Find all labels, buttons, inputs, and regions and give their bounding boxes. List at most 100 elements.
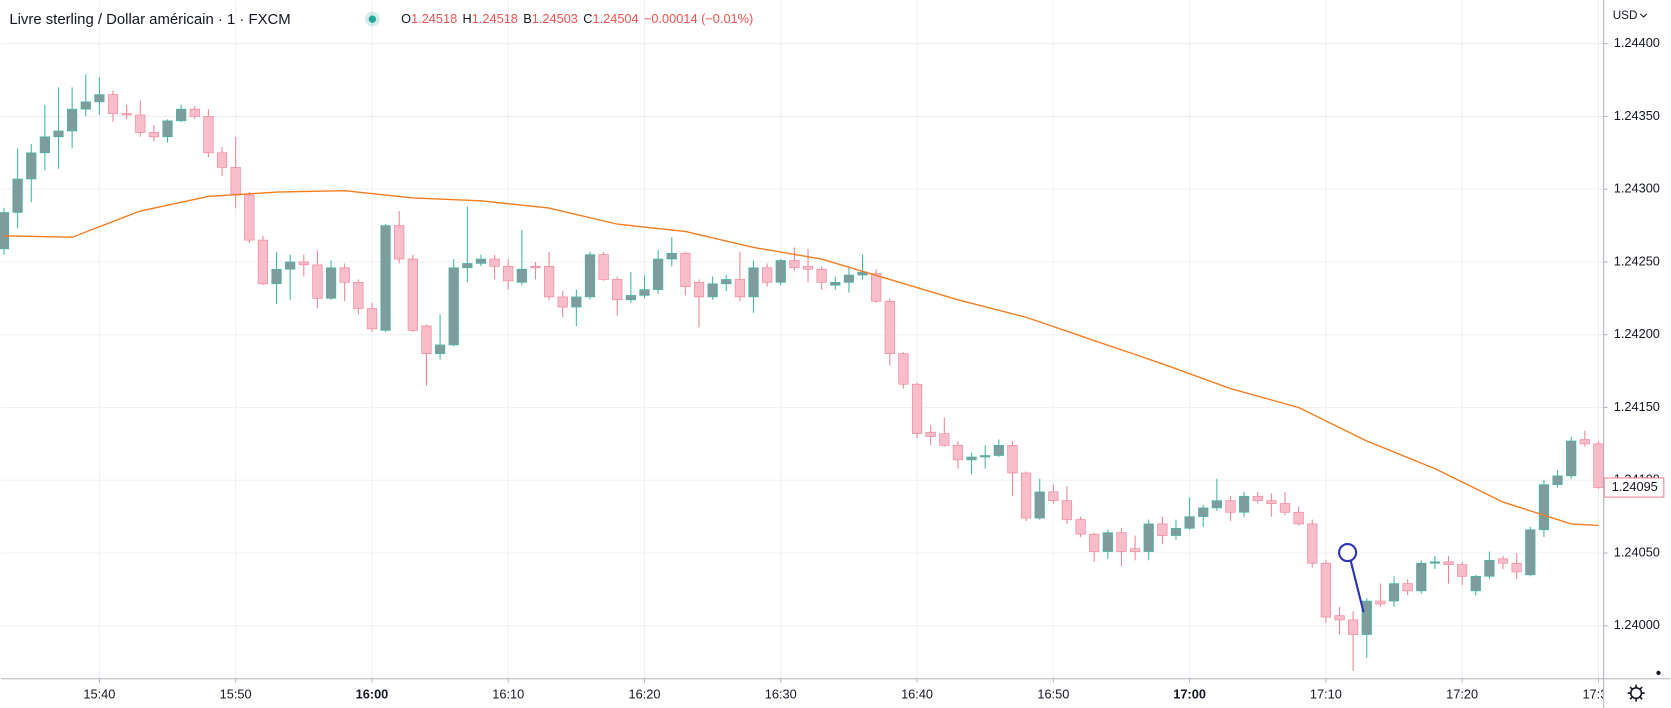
candle-body [121, 113, 132, 116]
candle-body [1538, 484, 1550, 531]
candle-body [203, 116, 214, 154]
candle-body [1184, 516, 1195, 529]
candle-body [148, 132, 160, 138]
candle-body [230, 167, 241, 196]
candle-body [271, 268, 282, 285]
y-tick-label: 1.24050 [1614, 544, 1660, 559]
drawing-line[interactable] [1349, 560, 1365, 613]
x-tick-label: 16:50 [1037, 687, 1069, 702]
candle-body [1048, 491, 1059, 501]
currency[interactable]: USD [1613, 9, 1638, 22]
candle-body [503, 266, 514, 282]
candle-body [1116, 532, 1127, 552]
candle-body [584, 254, 596, 298]
candle-body [407, 258, 418, 331]
candle-body [1566, 440, 1577, 477]
last-price-box [1603, 477, 1665, 498]
moving-average [3, 189, 1599, 527]
ohlc-key: B [523, 12, 532, 27]
chart-title: Livre sterling / Dollar américain · 1 · … [9, 12, 290, 28]
candle-body [1307, 523, 1318, 564]
candle-body [612, 279, 623, 301]
candle-body [135, 114, 146, 133]
candle-body [639, 289, 650, 296]
candle-body [843, 274, 855, 283]
x-tick-label: 17:00 [1173, 687, 1206, 702]
candle-body [1402, 583, 1413, 592]
candle-body [80, 101, 91, 110]
candle-body [734, 279, 746, 298]
candle-body [680, 252, 691, 288]
candle-body [625, 295, 636, 301]
x-axis: 15:40 15:50 16:00 16:10 16:20 16:30 16:40 16:50… [83, 678, 1603, 702]
candle-body [353, 282, 364, 309]
candle-body [1334, 615, 1345, 621]
candle-body [1075, 519, 1086, 535]
y-axis: 1.240001.240501.241001.241501.242001.242… [1603, 35, 1665, 632]
candle-body [1102, 532, 1113, 552]
candle-body [721, 279, 732, 285]
y-tick-label: 1.24300 [1614, 181, 1660, 196]
candle-body [1198, 507, 1209, 517]
candle-body [871, 273, 882, 302]
candle-body [366, 308, 378, 330]
candle-body [434, 344, 446, 354]
ohlc-change: −0.00014 (−0.01%) [644, 12, 753, 27]
candle-body [1266, 500, 1277, 504]
candle-body [394, 225, 405, 260]
candle-body [26, 152, 37, 180]
candle-body [666, 252, 677, 260]
candle-body [1593, 443, 1604, 488]
ohlc-value: 1.24518 [472, 12, 518, 27]
candle-body [421, 325, 432, 354]
candle-body [448, 267, 459, 346]
candle-body [0, 212, 10, 250]
candle-body [530, 266, 541, 269]
candle-body [1388, 583, 1400, 602]
candle-body [1416, 562, 1427, 592]
settings-icon[interactable] [1627, 684, 1645, 702]
currency-caret[interactable] [1640, 13, 1648, 18]
candle-body [816, 268, 827, 283]
candle-body [1552, 475, 1563, 485]
y-tick-label: 1.24350 [1614, 108, 1660, 123]
candle-body [1484, 559, 1495, 577]
candle-body [380, 225, 391, 331]
x-tick-label: 15:50 [220, 687, 252, 702]
plot [0, 74, 1604, 671]
candle-body [107, 94, 119, 114]
candle-body [39, 136, 50, 154]
candle-body [557, 296, 568, 308]
candle-body [1020, 472, 1032, 519]
candle-body [1239, 495, 1250, 513]
candle-body [884, 300, 895, 354]
candle-body [993, 445, 1004, 456]
ohlc-value: 1.24504 [592, 12, 638, 27]
candle-body [1007, 445, 1018, 474]
candle-body [1443, 561, 1454, 565]
candle-body [898, 353, 909, 385]
candle-body [1457, 564, 1468, 577]
status-dot [368, 15, 377, 23]
candle-body [925, 431, 936, 437]
ohlc-value: 1.24503 [532, 12, 578, 27]
candle-body [1375, 600, 1386, 605]
candle-body [939, 433, 950, 446]
candle-body [571, 296, 582, 308]
candle-body [789, 260, 800, 269]
candle-body [1525, 529, 1536, 576]
candle-body [966, 456, 977, 461]
candle-body [462, 263, 473, 269]
y-tick-label: 1.24250 [1614, 253, 1660, 268]
candle-body [489, 258, 500, 267]
drawing-anchor[interactable] [1338, 542, 1358, 563]
candle-body [1579, 439, 1590, 445]
candle-body [980, 455, 991, 458]
candle-body [475, 258, 487, 264]
candle-body [176, 108, 187, 122]
candle-body [244, 194, 255, 241]
candle-body [67, 108, 78, 132]
candle-body [1497, 558, 1509, 564]
y-tick-label: 1.24150 [1614, 399, 1660, 414]
candle-body [1225, 500, 1236, 513]
